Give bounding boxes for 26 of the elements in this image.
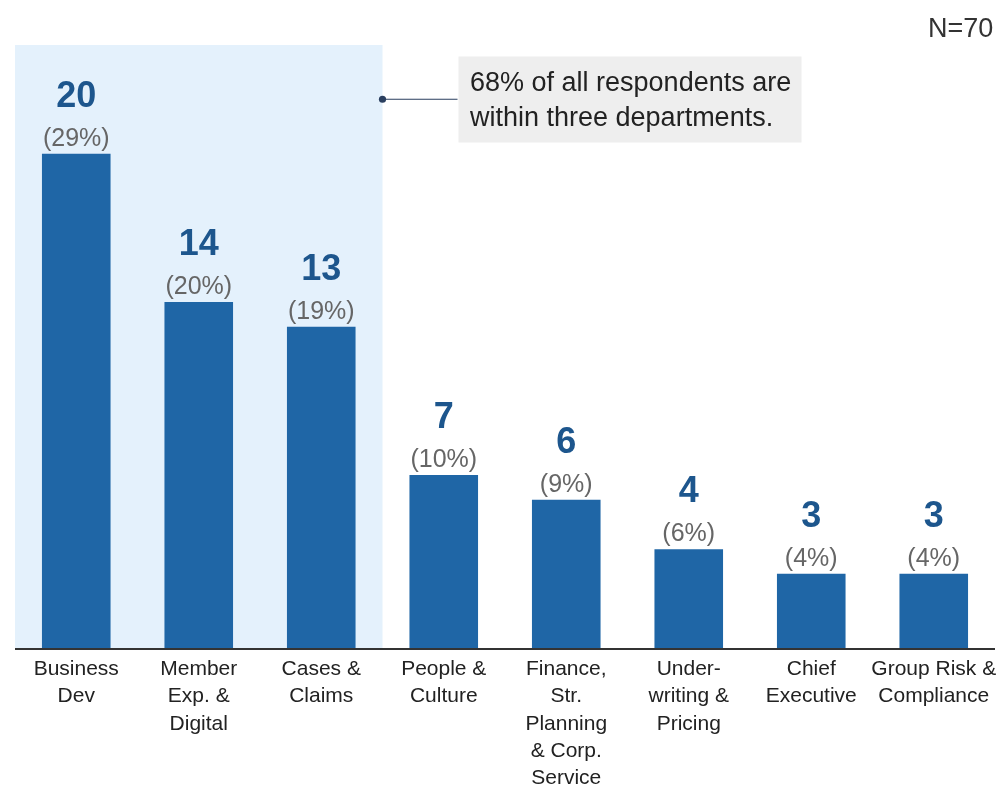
data-label: 3 (4%) (784, 493, 838, 571)
x-tick-label: Business Dev (33, 655, 119, 707)
text: N=70 (928, 13, 994, 43)
x-tick-label: Member Exp. & Digital (160, 655, 238, 734)
bar (409, 475, 479, 648)
data-label: 6 (9%) (539, 419, 593, 497)
data-label: 3 (4%) (907, 493, 961, 571)
data-label: 13 (19%) (287, 246, 355, 324)
bar (286, 326, 356, 648)
x-tick-label: Under- writing & Pricing (647, 655, 730, 734)
x-tick-label: Group Risk & Compliance (871, 655, 997, 707)
data-label: 7 (10%) (410, 395, 478, 473)
data-label: 14 (20%) (165, 222, 233, 300)
x-tick-label: Finance, Str. Planning & Corp. Service (525, 655, 608, 789)
bar (531, 499, 601, 648)
x-tick-label: Chief Executive (765, 655, 857, 707)
x-tick-label: People & Culture (401, 655, 487, 707)
bar (41, 153, 111, 648)
data-label: 20 (29%) (42, 73, 110, 151)
bar (776, 573, 846, 648)
bar (164, 302, 234, 648)
bar (654, 549, 724, 648)
band-label: 68% of all respondents are within three departments. (469, 67, 792, 133)
data-label: 4 (6%) (662, 469, 716, 547)
x-tick-label: Cases & Claims (281, 655, 361, 707)
bar (899, 573, 969, 648)
